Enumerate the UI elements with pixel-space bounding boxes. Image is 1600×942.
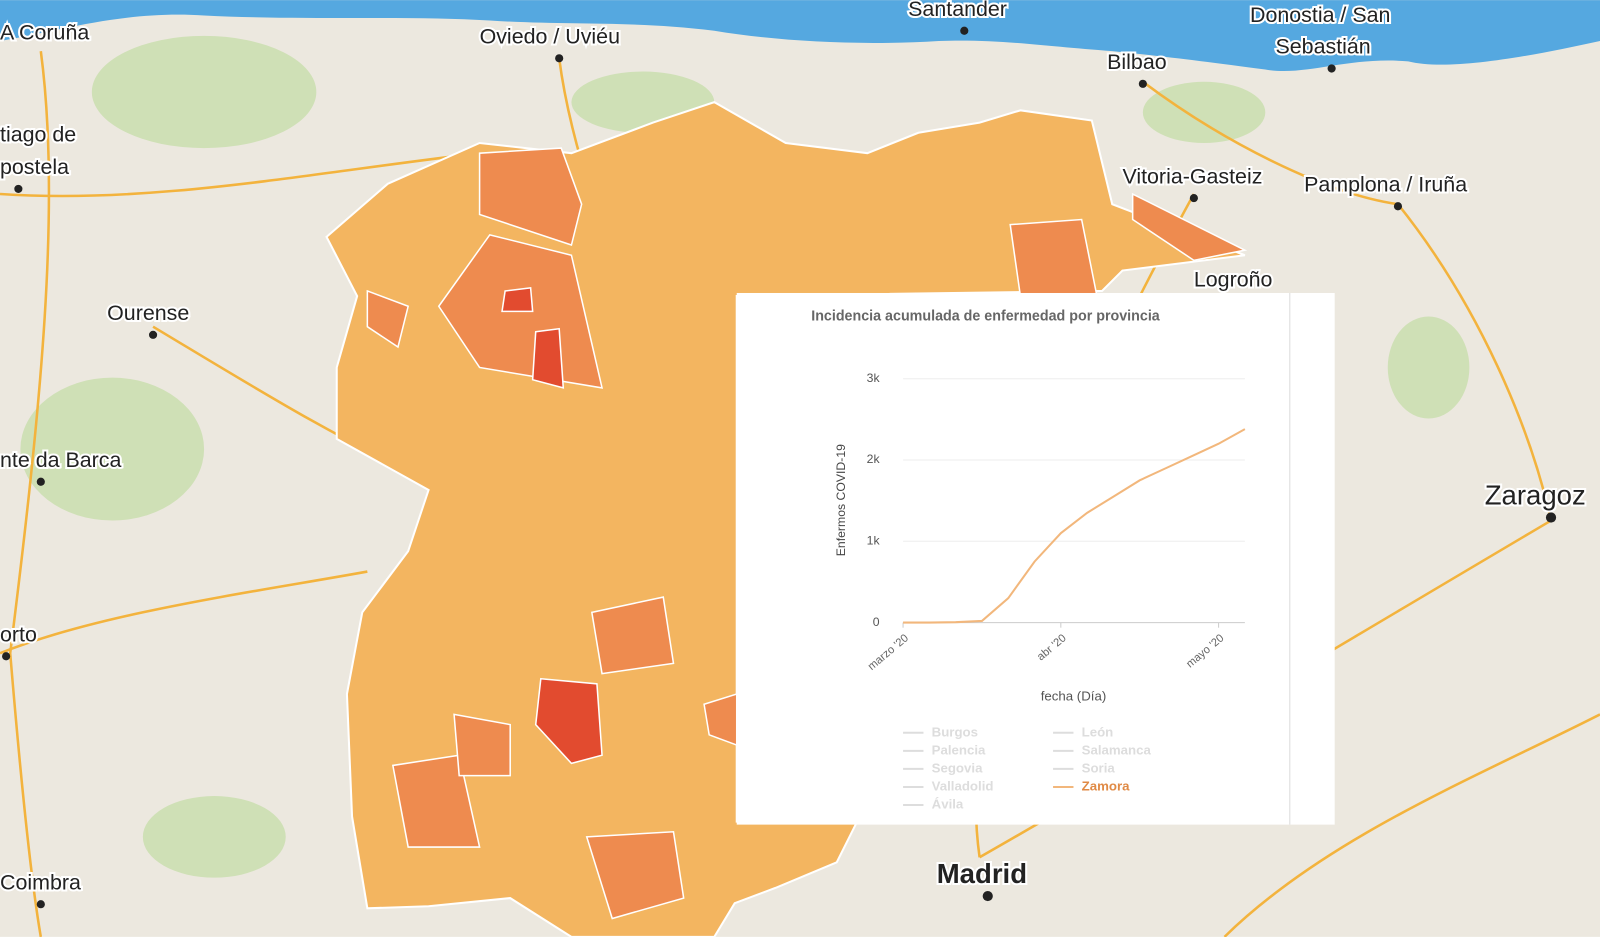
- city-label: Ourense: [107, 301, 189, 325]
- y-tick-label: 3k: [867, 371, 881, 385]
- city-label: Sebastián: [1276, 35, 1371, 59]
- sea: [0, 0, 1600, 72]
- city-label: Santander: [908, 0, 1007, 21]
- legend-label: Salamanca: [1082, 742, 1152, 757]
- legend-label: Palencia: [932, 742, 986, 757]
- city-dot: [36, 900, 45, 909]
- x-axis-label: fecha (Día): [1041, 689, 1107, 704]
- high-incidence-areas: [366, 147, 1248, 920]
- legend-label: Soria: [1082, 760, 1116, 775]
- legend-label: León: [1082, 724, 1114, 739]
- city-dot: [2, 652, 11, 661]
- y-axis-label: Enfermos COVID-19: [834, 444, 848, 556]
- city-dot: [555, 54, 564, 63]
- legend-label: Ávila: [932, 797, 964, 812]
- city-label: Coimbra: [0, 870, 81, 894]
- city-label: Vitoria-Gasteiz: [1122, 164, 1262, 188]
- city-label: tiago de: [0, 123, 76, 147]
- city-label: A Coruña: [0, 20, 89, 44]
- city-label: Oviedo / Uviéu: [480, 25, 620, 49]
- city-label: Donostia / San: [1250, 3, 1390, 27]
- highest-incidence-areas: [501, 287, 603, 765]
- city-label: orto: [0, 623, 37, 647]
- city-label: postela: [0, 155, 69, 179]
- city-label: Madrid: [937, 858, 1027, 889]
- y-tick-label: 1k: [867, 534, 881, 548]
- city-label: nte da Barca: [0, 448, 121, 472]
- city-dot: [1138, 79, 1147, 88]
- city-dot: [36, 477, 45, 486]
- city-dots: [2, 26, 1557, 909]
- city-dot: [14, 184, 23, 193]
- city-label: Pamplona / Iruña: [1304, 173, 1467, 197]
- series-line: [903, 428, 1246, 624]
- city-dot: [148, 330, 158, 339]
- city-dot: [1545, 512, 1557, 523]
- city-dot: [1393, 202, 1403, 211]
- city-dot: [960, 26, 969, 35]
- city-dot: [1189, 194, 1198, 203]
- y-tick-label: 2k: [867, 452, 881, 466]
- city-label: Logroño: [1194, 267, 1273, 291]
- city-label: Bilbao: [1107, 50, 1167, 74]
- green-areas: [20, 35, 1470, 878]
- city-label: Zaragoz: [1485, 479, 1586, 510]
- legend-label: Zamora: [1082, 778, 1130, 793]
- chart-title-box: Incidencia acumulada de enfermedad por p…: [811, 307, 1160, 324]
- chart-panel: [736, 292, 1335, 825]
- legend-label: Segovia: [932, 760, 983, 775]
- legend-label: Valladolid: [932, 778, 994, 793]
- legend-label: Burgos: [932, 724, 978, 739]
- city-dot: [982, 890, 993, 902]
- chart-title: Incidencia acumulada de enfermedad por p…: [811, 307, 1160, 324]
- city-dot: [1327, 64, 1336, 73]
- y-tick-label: 0: [873, 615, 880, 629]
